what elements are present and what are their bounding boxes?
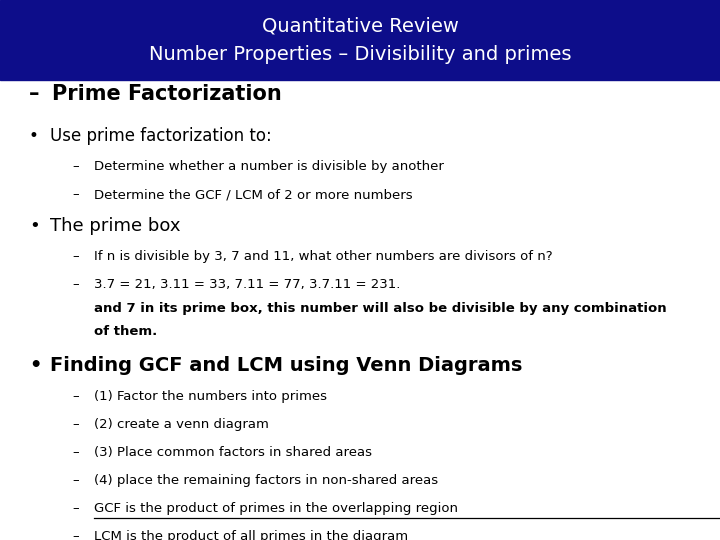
Text: –: –	[72, 474, 78, 487]
Text: •: •	[29, 217, 40, 234]
Text: 3.7 = 21, 3.11 = 33, 7.11 = 77, 3.7.11 = 231.: 3.7 = 21, 3.11 = 33, 7.11 = 77, 3.7.11 =…	[94, 278, 404, 291]
Text: •: •	[29, 356, 41, 375]
Text: LCM is the product of all primes in the diagram: LCM is the product of all primes in the …	[94, 530, 408, 540]
Text: The prime box: The prime box	[50, 217, 181, 234]
Text: •: •	[29, 127, 39, 145]
FancyBboxPatch shape	[0, 0, 720, 80]
Text: –: –	[72, 446, 78, 459]
Text: –: –	[72, 188, 78, 201]
Text: –: –	[29, 84, 47, 104]
Text: –: –	[72, 278, 78, 291]
Text: –: –	[72, 250, 78, 263]
Text: Determine the GCF / LCM of 2 or more numbers: Determine the GCF / LCM of 2 or more num…	[94, 188, 413, 201]
Text: Prime Factorization: Prime Factorization	[52, 84, 282, 104]
Text: Use prime factorization to:: Use prime factorization to:	[50, 127, 272, 145]
Text: Number Properties – Divisibility and primes: Number Properties – Divisibility and pri…	[149, 44, 571, 64]
Text: –: –	[72, 530, 78, 540]
Text: (1) Factor the numbers into primes: (1) Factor the numbers into primes	[94, 390, 327, 403]
Text: (3) Place common factors in shared areas: (3) Place common factors in shared areas	[94, 446, 372, 459]
Text: and 7 in its prime box, this number will also be divisible by any combination: and 7 in its prime box, this number will…	[94, 302, 666, 315]
Text: (2) create a venn diagram: (2) create a venn diagram	[94, 418, 269, 431]
Text: If n is divisible by 3, 7 and 11, what other numbers are divisors of n?: If n is divisible by 3, 7 and 11, what o…	[94, 250, 552, 263]
Text: GCF is the product of primes in the overlapping region: GCF is the product of primes in the over…	[94, 502, 458, 515]
Text: Determine whether a number is divisible by another: Determine whether a number is divisible …	[94, 160, 444, 173]
Text: Finding GCF and LCM using Venn Diagrams: Finding GCF and LCM using Venn Diagrams	[50, 356, 523, 375]
Text: (4) place the remaining factors in non-shared areas: (4) place the remaining factors in non-s…	[94, 474, 438, 487]
Text: –: –	[72, 160, 78, 173]
Text: –: –	[72, 502, 78, 515]
Text: –: –	[72, 418, 78, 431]
Text: –: –	[72, 390, 78, 403]
Text: of them.: of them.	[94, 325, 157, 338]
Text: Quantitative Review: Quantitative Review	[261, 16, 459, 36]
